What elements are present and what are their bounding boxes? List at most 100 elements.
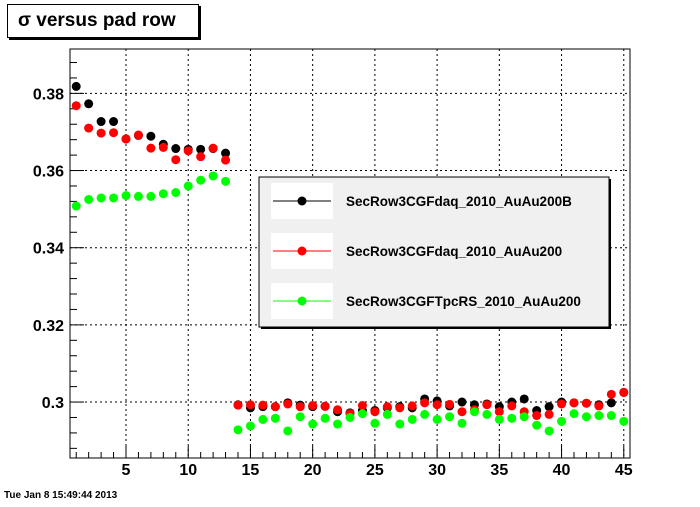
legend-label: SecRow3CGFdaq_2010_AuAu200 [346, 244, 562, 259]
data-point [357, 401, 367, 411]
data-point [594, 411, 604, 421]
data-point [295, 412, 305, 422]
data-point [270, 413, 280, 423]
data-point [370, 418, 380, 428]
x-tick-label: 25 [366, 462, 384, 479]
data-point [532, 420, 542, 430]
y-tick-label: 0.36 [33, 164, 64, 181]
data-point [333, 419, 343, 429]
data-point [221, 148, 231, 158]
tick-marks [70, 62, 625, 458]
data-point [445, 399, 455, 409]
data-point [482, 409, 492, 419]
data-point [221, 176, 231, 186]
data-point [283, 399, 293, 409]
data-point [146, 131, 156, 141]
data-point [146, 143, 156, 153]
data-point [606, 389, 616, 399]
data-point [320, 401, 330, 411]
data-point [569, 398, 579, 408]
data-point [96, 128, 106, 138]
data-point [171, 188, 181, 198]
data-point [109, 117, 119, 127]
y-tick-label: 0.34 [33, 241, 64, 258]
data-point [221, 155, 231, 165]
data-point [469, 407, 479, 417]
data-point [432, 414, 442, 424]
legend-label: SecRow3CGFdaq_2010_AuAu200B [346, 194, 572, 209]
data-point [395, 403, 405, 413]
data-point [606, 411, 616, 421]
data-point [96, 193, 106, 203]
data-point [208, 171, 218, 181]
x-tick-label: 15 [242, 462, 260, 479]
data-point [308, 401, 318, 411]
data-point [96, 117, 106, 127]
data-point [407, 414, 417, 424]
data-point [544, 402, 554, 412]
y-tick-label: 0.32 [33, 318, 64, 335]
x-tick-label: 20 [304, 462, 322, 479]
data-point [507, 413, 517, 423]
data-point [133, 130, 143, 140]
data-point [258, 400, 268, 410]
data-point [407, 401, 417, 411]
data-point [432, 400, 442, 410]
data-point [619, 416, 629, 426]
data-point [283, 426, 293, 436]
data-point [71, 81, 81, 91]
data-point [494, 407, 504, 417]
data-point [146, 191, 156, 201]
legend-marker [297, 296, 307, 306]
data-point [333, 405, 343, 415]
data-point [71, 201, 81, 211]
data-point [420, 398, 430, 408]
data-point [345, 412, 355, 422]
data-point [295, 402, 305, 412]
data-point [233, 425, 243, 435]
data-point [581, 398, 591, 408]
data-point [84, 194, 94, 204]
data-point [457, 418, 467, 428]
data-point [606, 398, 616, 408]
x-tick-label: 35 [490, 462, 508, 479]
legend-marker [297, 196, 307, 206]
data-point [158, 189, 168, 199]
data-point [482, 400, 492, 410]
data-point [208, 143, 218, 153]
data-point [494, 414, 504, 424]
legend-label: SecRow3CGFTpcRS_2010_AuAu200 [346, 294, 581, 309]
data-point [457, 407, 467, 417]
data-point [196, 175, 206, 185]
data-point [233, 400, 243, 410]
data-point [320, 413, 330, 423]
data-point [183, 181, 193, 191]
data-point [109, 193, 119, 203]
data-point [557, 416, 567, 426]
data-point [544, 409, 554, 419]
data-point [544, 426, 554, 436]
data-point [382, 409, 392, 419]
data-point [121, 134, 131, 144]
data-point [557, 399, 567, 409]
x-tick-label: 30 [428, 462, 446, 479]
timestamp-footer: Tue Jan 8 15:49:44 2013 [4, 490, 118, 501]
legend-marker [297, 246, 307, 256]
data-point [245, 421, 255, 431]
x-tick-label: 45 [615, 462, 633, 479]
data-point [445, 412, 455, 422]
tick-labels: 5 10 15 20 25 30 35 40 45 0.3 0.32 0.34 0.36 0.38 [33, 86, 633, 479]
data-point [270, 402, 280, 412]
data-point [569, 409, 579, 419]
data-point [84, 99, 94, 109]
data-point [196, 144, 206, 154]
data-point [581, 412, 591, 422]
x-tick-label: 10 [179, 462, 197, 479]
y-tick-label: 0.38 [33, 86, 64, 103]
data-point [357, 409, 367, 419]
data-point [133, 191, 143, 201]
data-point [245, 400, 255, 410]
data-point [109, 128, 119, 138]
data-point [420, 409, 430, 419]
